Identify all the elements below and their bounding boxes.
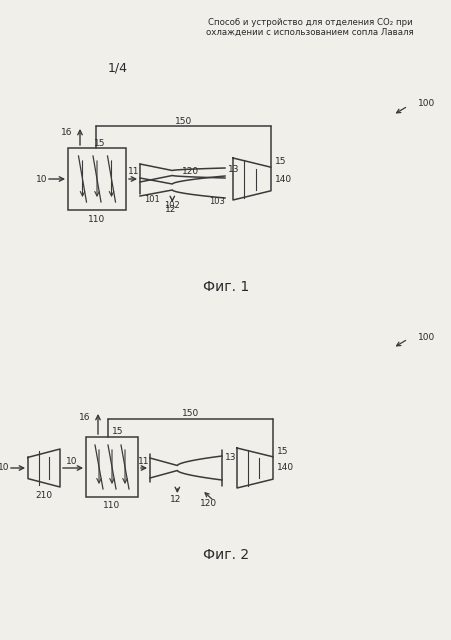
- Text: Фиг. 1: Фиг. 1: [202, 280, 249, 294]
- Text: 103: 103: [209, 196, 225, 205]
- Text: 120: 120: [199, 499, 216, 508]
- Text: охлаждении с использованием сопла Лаваля: охлаждении с использованием сопла Лаваля: [206, 28, 413, 37]
- Text: 16: 16: [60, 128, 72, 137]
- Text: 140: 140: [274, 175, 291, 184]
- Text: 101: 101: [144, 195, 159, 204]
- Text: 13: 13: [225, 454, 236, 463]
- Text: 10: 10: [66, 456, 78, 465]
- Text: 140: 140: [276, 463, 294, 472]
- Text: Способ и устройство для отделения CO₂ при: Способ и устройство для отделения CO₂ пр…: [207, 18, 411, 27]
- Text: 16: 16: [78, 413, 90, 422]
- Text: 150: 150: [175, 116, 192, 125]
- Text: 10: 10: [36, 175, 48, 184]
- Text: 12: 12: [164, 205, 175, 214]
- Text: 11: 11: [128, 168, 139, 177]
- Text: Фиг. 2: Фиг. 2: [202, 548, 249, 562]
- Text: 120: 120: [181, 166, 198, 175]
- Text: 100: 100: [417, 333, 434, 342]
- Text: 15: 15: [276, 447, 288, 456]
- Text: 12: 12: [169, 495, 181, 504]
- Bar: [68, 148, 126, 210]
- Text: 11: 11: [138, 456, 149, 465]
- Text: 15: 15: [94, 138, 106, 147]
- Text: 13: 13: [227, 164, 239, 173]
- Bar: [86, 437, 138, 497]
- Text: 110: 110: [103, 502, 120, 511]
- Text: 210: 210: [35, 490, 52, 499]
- Text: 110: 110: [88, 214, 106, 223]
- Text: 15: 15: [112, 428, 124, 436]
- Text: 1/4: 1/4: [108, 61, 128, 74]
- Text: 150: 150: [181, 410, 199, 419]
- Text: 102: 102: [164, 200, 180, 209]
- Text: 15: 15: [274, 157, 286, 166]
- Text: 100: 100: [417, 99, 434, 109]
- Text: 10: 10: [0, 463, 10, 472]
